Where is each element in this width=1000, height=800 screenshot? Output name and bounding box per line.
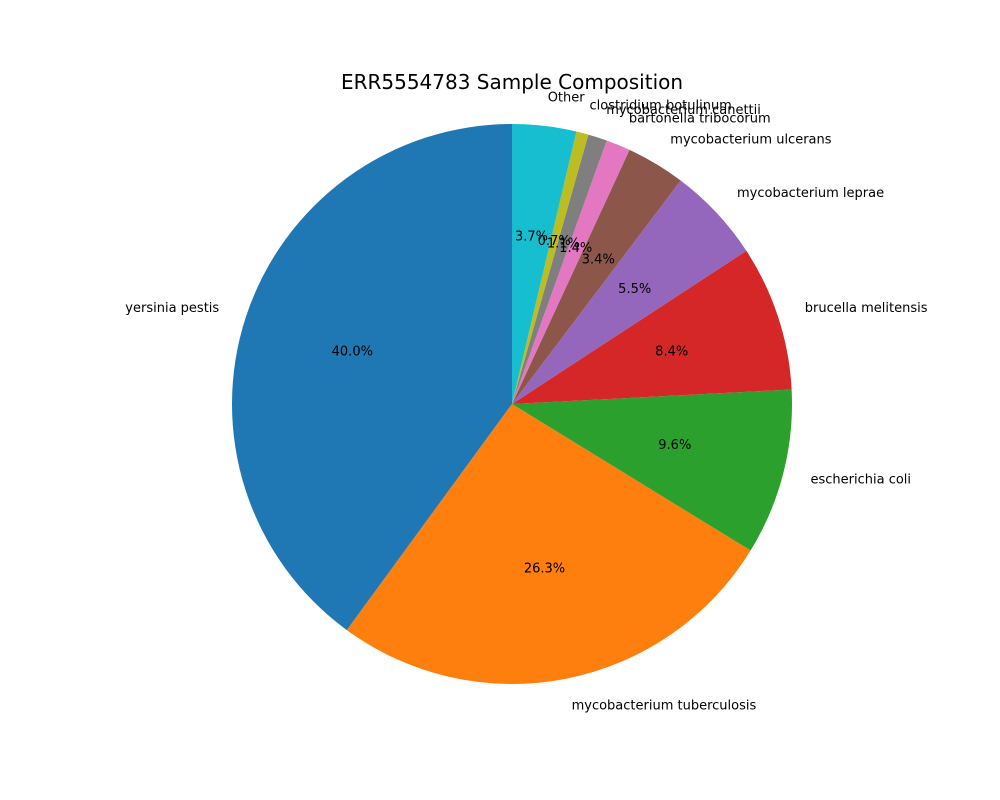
pie-slice-mycobacterium-tuberculosis: [346, 404, 751, 684]
slice-label-mycobacterium-canettii: mycobacterium canettii: [606, 103, 761, 118]
slice-percent-mycobacterium-tuberculosis: 26.3%: [524, 561, 565, 576]
pie-slice-bartonella-tribocorum: [512, 140, 630, 404]
pie-labels: yersinia pestis mycobacterium tuberculosi…: [125, 91, 927, 714]
pie-slice-escherichia-coli: [512, 389, 792, 551]
slice-percent-mycobacterium-leprae: 5.5%: [618, 282, 651, 297]
slice-percent-mycobacterium-ulcerans: 3.4%: [582, 252, 615, 267]
slice-label-yersinia-pestis: yersinia pestis: [125, 301, 219, 316]
slice-label-mycobacterium-ulcerans: mycobacterium ulcerans: [670, 132, 831, 147]
slice-label-other: Other: [548, 91, 586, 106]
slice-label-mycobacterium-leprae: mycobacterium leprae: [737, 186, 884, 201]
pie-slice-mycobacterium-canettii: [512, 134, 607, 405]
pie-slice-mycobacterium-leprae: [512, 180, 747, 404]
slice-percent-bartonella-tribocorum: 1.4%: [559, 241, 592, 256]
slice-label-clostridium-botulinum: clostridium botulinum: [590, 98, 732, 113]
slice-percent-other: 3.7%: [515, 230, 548, 245]
pie-slice-mycobacterium-ulcerans: [512, 149, 681, 404]
slice-percent-mycobacterium-canettii: 1.1%: [547, 237, 580, 252]
pie-slice-brucella-melitensis: [512, 250, 792, 404]
slice-percent-brucella-melitensis: 8.4%: [655, 344, 688, 359]
slice-percent-escherichia-coli: 9.6%: [658, 438, 691, 453]
pie-slice-clostridium-botulinum: [512, 131, 589, 404]
pie-slice-yersinia-pestis: [231, 123, 513, 631]
slice-percent-clostridium-botulinum: 0.7%: [538, 234, 571, 249]
slice-label-escherichia-coli: escherichia coli: [811, 473, 912, 488]
slice-label-brucella-melitensis: brucella melitensis: [805, 301, 928, 316]
pie-slices: [231, 123, 792, 684]
slice-label-bartonella-tribocorum: bartonella tribocorum: [629, 112, 771, 127]
slice-percent-yersinia-pestis: 40.0%: [332, 344, 373, 359]
chart-title: ERR5554783 Sample Composition: [341, 70, 683, 94]
pie-slice-other: [512, 124, 577, 404]
pie-percent-labels: 40.0% 26.3% 9.6% 8.4% 5.5%3.4%1.4%1.1%0.7%3.…: [332, 230, 692, 577]
slice-label-mycobacterium-tuberculosis: mycobacterium tuberculosis: [572, 699, 757, 714]
